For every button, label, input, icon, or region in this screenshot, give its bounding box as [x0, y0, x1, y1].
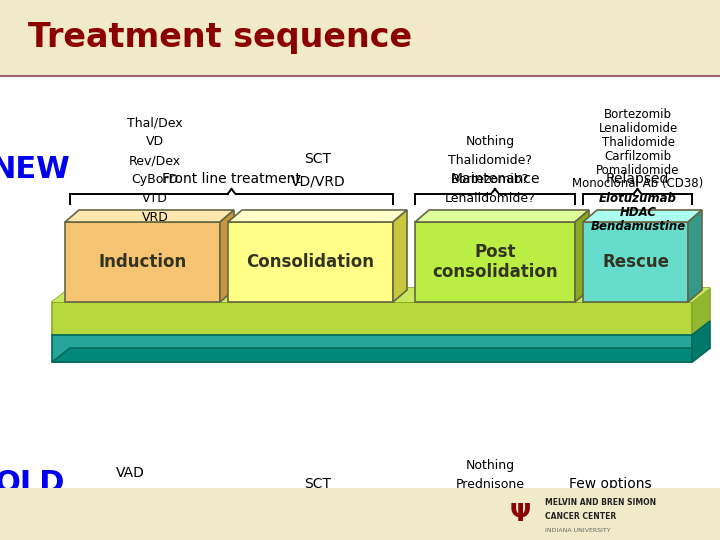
- Polygon shape: [52, 288, 710, 302]
- Text: INDIANA UNIVERSITY: INDIANA UNIVERSITY: [545, 528, 611, 533]
- Text: Rescue: Rescue: [602, 253, 669, 271]
- Polygon shape: [52, 288, 710, 302]
- Bar: [0, 488, 720, 540]
- Text: SCT
VD/VRD: SCT VD/VRD: [291, 152, 346, 188]
- Text: Bortezomib: Bortezomib: [604, 107, 672, 120]
- Text: Few options: Few options: [569, 477, 652, 491]
- Text: Maintenance: Maintenance: [450, 172, 540, 186]
- Polygon shape: [583, 210, 702, 222]
- Text: Nothing
Thalidomide?
Bortezomib?
Lenalidomide?: Nothing Thalidomide? Bortezomib? Lenalid…: [445, 135, 536, 205]
- Text: Lenalidomide: Lenalidomide: [598, 122, 678, 134]
- Text: Thalidomide: Thalidomide: [601, 136, 675, 148]
- Text: Monoclonal Ab (CD38): Monoclonal Ab (CD38): [572, 178, 703, 191]
- Polygon shape: [688, 210, 702, 302]
- Text: HDAC: HDAC: [619, 206, 657, 219]
- Text: CANCER CENTER: CANCER CENTER: [545, 512, 616, 521]
- Polygon shape: [415, 210, 589, 222]
- Polygon shape: [52, 348, 710, 362]
- Text: Front line treatment: Front line treatment: [162, 172, 301, 186]
- Bar: [0, 0, 720, 76]
- Text: Pomalidomide: Pomalidomide: [596, 164, 680, 177]
- Text: Post
consolidation: Post consolidation: [432, 242, 558, 281]
- Polygon shape: [583, 222, 688, 302]
- Text: Ψ: Ψ: [509, 502, 531, 526]
- Text: MELVIN AND BREN SIMON: MELVIN AND BREN SIMON: [545, 498, 656, 507]
- Polygon shape: [65, 210, 234, 222]
- Text: Nothing
Prednisone
Thalidomide: Nothing Prednisone Thalidomide: [451, 458, 528, 510]
- Text: NEW: NEW: [0, 156, 70, 185]
- Polygon shape: [52, 335, 692, 362]
- Polygon shape: [415, 222, 575, 302]
- Bar: [0, 488, 720, 540]
- Text: Consolidation: Consolidation: [246, 253, 374, 271]
- Text: Induction: Induction: [99, 253, 186, 271]
- Text: Treatment sequence: Treatment sequence: [28, 22, 412, 55]
- Text: Elotuzumab: Elotuzumab: [599, 192, 677, 205]
- Polygon shape: [228, 222, 393, 302]
- Polygon shape: [52, 302, 692, 335]
- Polygon shape: [575, 210, 589, 302]
- Polygon shape: [393, 210, 407, 302]
- Text: Bendamustine: Bendamustine: [590, 219, 685, 233]
- Text: Thal/Dex
VD
Rev/Dex
CyBorD
VTD
VRD: Thal/Dex VD Rev/Dex CyBorD VTD VRD: [127, 116, 183, 224]
- Text: Carfilzomib: Carfilzomib: [604, 150, 672, 163]
- Text: OLD: OLD: [0, 469, 66, 498]
- Text: Relapsed: Relapsed: [606, 172, 669, 186]
- Polygon shape: [65, 222, 220, 302]
- Polygon shape: [692, 321, 710, 362]
- Text: VAD
DEX: VAD DEX: [115, 465, 145, 502]
- Polygon shape: [52, 288, 710, 302]
- Text: SCT: SCT: [305, 477, 331, 491]
- Polygon shape: [228, 210, 407, 222]
- Polygon shape: [692, 288, 710, 335]
- Polygon shape: [220, 210, 234, 302]
